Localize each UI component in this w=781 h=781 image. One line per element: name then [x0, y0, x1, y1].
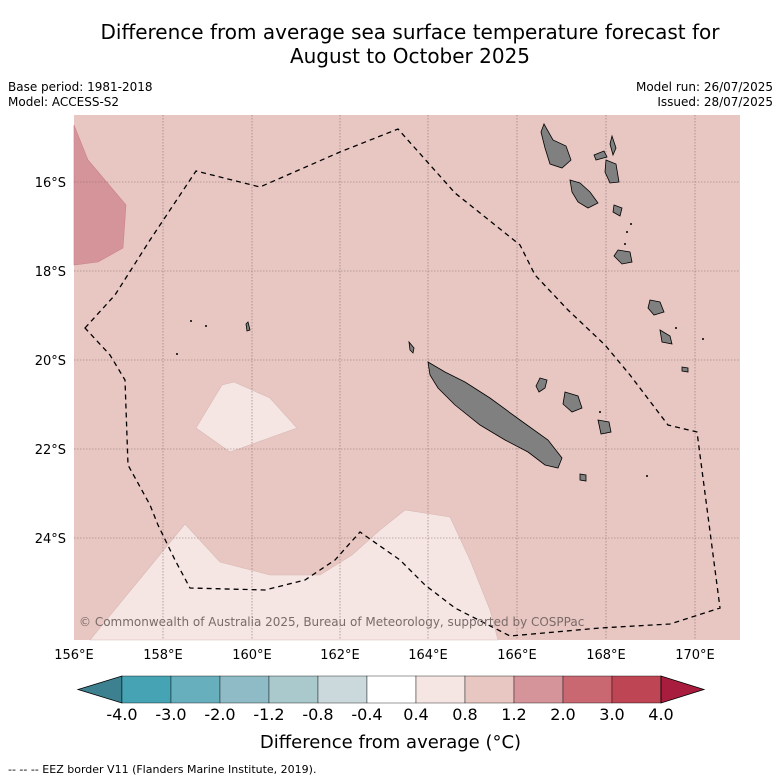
ouvea-island	[535, 377, 548, 393]
colorbar-bin	[415, 675, 466, 704]
title-line-1: Difference from average sea surface temp…	[100, 20, 720, 44]
colorbar-tick-label: 1.2	[501, 705, 526, 724]
colorbar-tick-label: 0.8	[452, 705, 477, 724]
islet	[702, 338, 704, 340]
lat-label-20s: 20°S	[35, 354, 66, 369]
lon-label-168e: 168°E	[586, 648, 626, 663]
colorbar-tick-label: 2.0	[550, 705, 575, 724]
espiritu-santo	[540, 123, 572, 169]
colorbar-bin	[170, 675, 221, 704]
map-title: Difference from average sea surface temp…	[0, 20, 781, 68]
chesterfield-reef	[245, 321, 251, 332]
islet	[190, 320, 192, 322]
colorbar-bin	[317, 675, 368, 704]
neutral-patch-bottom	[89, 509, 499, 641]
isle-of-pines	[579, 473, 587, 482]
colorbar-bin	[121, 675, 172, 704]
colorbar-bin	[219, 675, 270, 704]
efate-island	[613, 249, 633, 265]
warm-anomaly-patch	[73, 124, 127, 266]
colorbar: -4.0 -3.0 -2.0 -1.2 -0.8 -0.4 0.4 0.8 1.2 2.0 3.0 4…	[76, 675, 706, 724]
small-islets	[176, 223, 704, 477]
colorbar-tick-label: -0.4	[351, 705, 382, 724]
meta-right: Model run: 26/07/2025 Issued: 28/07/2025	[636, 80, 773, 110]
copyright-notice: © Commonwealth of Australia 2025, Bureau…	[79, 615, 584, 629]
lon-label-164e: 164°E	[408, 648, 448, 663]
colorbar-extend-high	[660, 675, 706, 704]
colorbar-tick-label: -2.0	[204, 705, 235, 724]
colorbar-bin	[513, 675, 564, 704]
lon-label-160e: 160°E	[232, 648, 272, 663]
model-name: Model: ACCESS-S2	[8, 95, 120, 109]
islet	[205, 325, 207, 327]
islet	[599, 411, 601, 413]
maewo-island	[593, 150, 608, 161]
latitude-labels: 16°S 18°S 20°S 22°S 24°S	[35, 176, 66, 547]
lat-label-16s: 16°S	[35, 176, 66, 191]
epi-island	[612, 204, 623, 217]
colorbar-bin	[268, 675, 319, 704]
colorbar-extend-low	[76, 675, 123, 704]
colorbar-bin	[464, 675, 515, 704]
lat-label-18s: 18°S	[35, 265, 66, 280]
eez-footnote: -- -- -- EEZ border V11 (Flanders Marine…	[8, 763, 317, 776]
lat-label-22s: 22°S	[35, 443, 66, 458]
lon-label-158e: 158°E	[143, 648, 183, 663]
colorbar-tick-label: 3.0	[599, 705, 624, 724]
colorbar-bin	[562, 675, 613, 704]
pentecost-island	[609, 134, 617, 157]
belep-islands	[408, 340, 415, 354]
islet	[176, 353, 178, 355]
malekula-island	[569, 179, 599, 209]
tanna-island	[659, 329, 673, 345]
new-caledonia	[427, 361, 563, 469]
longitude-labels: 156°E 158°E 160°E 162°E 164°E 166°E 168°…	[54, 648, 715, 663]
model-run: Model run: 26/07/2025	[635, 80, 773, 94]
mare-island	[597, 419, 612, 435]
issued-date: Issued: 28/07/2025	[657, 95, 773, 109]
islet	[624, 243, 626, 245]
colorbar-tick-label: -1.2	[253, 705, 284, 724]
lon-label-156e: 156°E	[54, 648, 94, 663]
lat-label-24s: 24°S	[35, 532, 66, 547]
lon-label-166e: 166°E	[497, 648, 537, 663]
colorbar-bin	[611, 675, 662, 704]
title-line-2: August to October 2025	[289, 44, 531, 68]
meta-left: Base period: 1981-2018 Model: ACCESS-S2	[8, 80, 153, 110]
land-masses	[245, 123, 689, 482]
graticule	[74, 115, 740, 640]
colorbar-tick-label: -0.8	[302, 705, 333, 724]
base-period: Base period: 1981-2018	[8, 80, 153, 94]
colorbar-tick-label: -3.0	[155, 705, 186, 724]
islet	[626, 231, 628, 233]
islet	[646, 475, 648, 477]
colorbar-bin	[366, 675, 417, 704]
lifou-island	[562, 391, 583, 413]
islet	[675, 327, 677, 329]
aneityum-island	[681, 366, 689, 373]
colorbar-tick-label: -4.0	[106, 705, 137, 724]
erromango-island	[647, 299, 665, 316]
colorbar-label: Difference from average (°C)	[259, 732, 522, 753]
neutral-patch-middle	[195, 381, 298, 453]
ambrym-island	[604, 159, 620, 184]
colorbar-tick-label: 4.0	[648, 705, 673, 724]
colorbar-tick-label: 0.4	[403, 705, 428, 724]
eez-border	[84, 128, 721, 637]
lon-label-162e: 162°E	[320, 648, 360, 663]
islet	[630, 223, 632, 225]
lon-label-170e: 170°E	[675, 648, 715, 663]
